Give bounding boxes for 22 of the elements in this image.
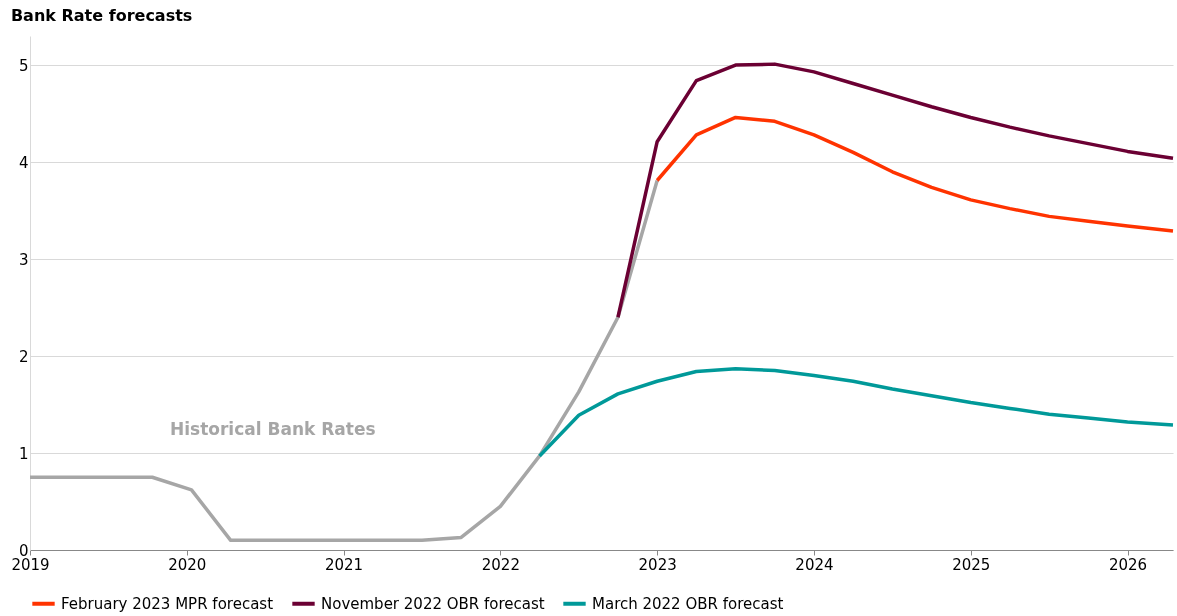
line-series <box>537 366 1175 458</box>
x-tick-label: 2019 <box>11 555 50 574</box>
line-series <box>655 115 1175 233</box>
y-tick-label: 3 <box>18 250 29 269</box>
x-tick-label: 2021 <box>324 555 364 574</box>
legend-label: February 2023 MPR forecast <box>61 594 274 613</box>
text: Historical Bank Rates <box>170 419 376 440</box>
x-tick-label: 2025 <box>952 555 991 574</box>
x-tick-label: 2026 <box>1108 555 1148 574</box>
line-series <box>28 178 659 543</box>
x-tick-label: 2023 <box>638 555 677 574</box>
y-tick-label: 2 <box>18 347 29 366</box>
x-tick-label: 2024 <box>795 555 834 574</box>
legend-label: March 2022 OBR forecast <box>592 594 784 613</box>
y-tick-label: 5 <box>18 56 29 75</box>
x-tick-label: 2020 <box>168 555 207 574</box>
y-tick-label: 4 <box>18 153 29 172</box>
y-tick-label: 1 <box>18 444 29 463</box>
legend-label: November 2022 OBR forecast <box>321 594 545 613</box>
x-tick-label: 2022 <box>481 555 520 574</box>
chart-title: Bank Rate forecasts <box>10 6 193 25</box>
line-series <box>616 62 1175 319</box>
